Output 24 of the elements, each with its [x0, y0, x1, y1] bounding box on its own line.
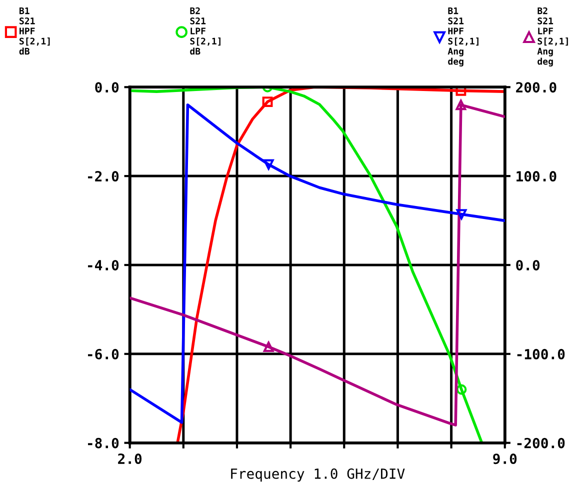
point — [263, 342, 274, 352]
y2-tick-label: -100.0 — [517, 348, 565, 360]
legend-label: B1 S21 HPF S[2,1] dB — [19, 7, 50, 55]
y-tick-label: -8.0 — [88, 438, 119, 448]
x-axis-title: Frequency 1.0 GHz/DIV — [231, 468, 405, 482]
x-tick-label: 2.0 — [118, 454, 142, 464]
point — [456, 384, 467, 395]
point — [262, 96, 273, 108]
legend-label: B2 S21 LPF S[2,1] dB — [190, 7, 220, 55]
y-tick-label: -6.0 — [88, 348, 119, 360]
y-tick-label: 0.0 — [95, 82, 119, 93]
legend-label: B2 S21 LPF S[2,1] Ang deg — [537, 7, 568, 66]
legend-label: B1 S21 HPF S[2,1] Ang deg — [448, 7, 478, 66]
point — [456, 100, 466, 110]
y2-tick-label: 0.0 — [516, 260, 540, 270]
point — [456, 209, 467, 220]
y2-tick-label: 100.0 — [516, 171, 556, 182]
y-tick-label: -4.0 — [88, 260, 119, 270]
y2-tick-label: 200.0 — [516, 82, 556, 93]
y-tick-label: -2.0 — [88, 171, 119, 182]
point — [263, 159, 274, 170]
point — [456, 87, 466, 96]
y2-tick-label: -200.0 — [517, 438, 565, 448]
x-tick-label: 9.0 — [493, 454, 517, 464]
